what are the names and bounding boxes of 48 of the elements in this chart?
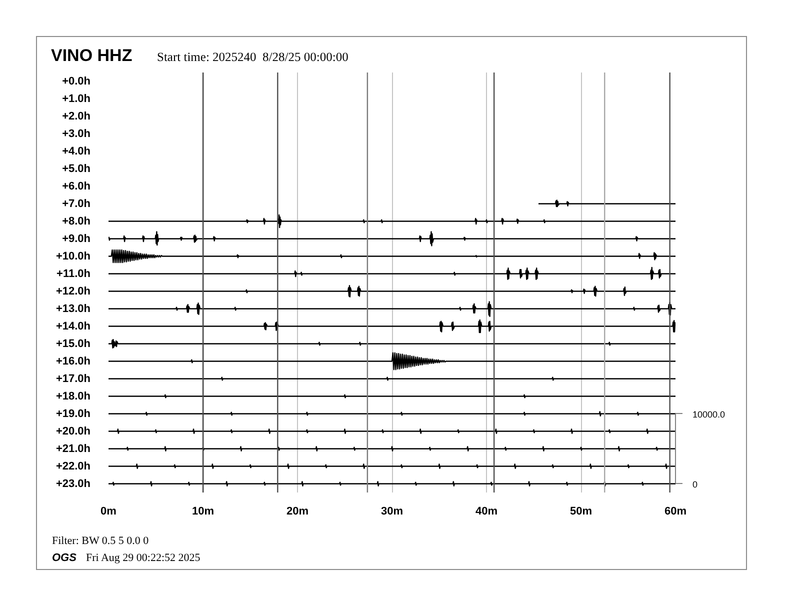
y-tick-label: +7.0h bbox=[62, 198, 91, 210]
y-tick-label: +13.0h bbox=[56, 302, 91, 315]
x-tick-label: 50m bbox=[570, 506, 592, 518]
y-tick-label: +11.0h bbox=[56, 268, 91, 280]
x-tick-label: 30m bbox=[380, 506, 404, 518]
y2-tick-label: 10000.0 bbox=[692, 409, 726, 420]
y-tick-label: +16.0h bbox=[56, 355, 91, 368]
line-series bbox=[538, 200, 676, 208]
y-tick-label: +10.0h bbox=[56, 250, 91, 262]
x-tick-label: 20m bbox=[286, 506, 309, 518]
line-series bbox=[108, 249, 676, 264]
y-tick-label: +19.0h bbox=[56, 408, 91, 420]
x-tick-label: 60m bbox=[664, 506, 687, 518]
y-tick-label: +20.0h bbox=[56, 425, 91, 438]
x-tick-label: 10m bbox=[192, 506, 214, 518]
line-series bbox=[108, 319, 676, 334]
y-tick-label: +0.0h bbox=[62, 75, 91, 88]
y2-tick-label: 0 bbox=[692, 479, 698, 490]
text: OGS bbox=[52, 551, 76, 565]
y-tick-label: +1.0h bbox=[62, 92, 91, 105]
y-tick-label: +2.0h bbox=[62, 110, 91, 122]
chart-title: VINO HHZ bbox=[51, 46, 132, 66]
y-tick-label: +18.0h bbox=[56, 390, 91, 402]
x-tick-label: 40m bbox=[475, 506, 498, 518]
y-tick-label: +5.0h bbox=[62, 162, 91, 175]
line-series bbox=[108, 231, 676, 246]
line-series bbox=[108, 301, 676, 318]
y-tick-label: +4.0h bbox=[62, 145, 91, 158]
line-series bbox=[108, 266, 676, 280]
y-tick-label: +17.0h bbox=[56, 372, 91, 385]
y-tick-label: +8.0h bbox=[62, 215, 91, 228]
y-tick-label: +6.0h bbox=[62, 180, 91, 192]
y-tick-label: +9.0h bbox=[62, 232, 91, 245]
y-tick-label: +22.0h bbox=[56, 460, 91, 472]
text: Fri Aug 29 00:22:52 2025 bbox=[86, 551, 200, 565]
y-tick-label: +3.0h bbox=[62, 128, 91, 140]
y-tick-label: +15.0h bbox=[56, 338, 91, 350]
y-tick-label: +23.0h bbox=[56, 478, 91, 490]
chart-subtitle: Start time: 2025240 8/28/25 00:00:00 bbox=[157, 49, 348, 65]
y-tick-label: +14.0h bbox=[56, 320, 91, 332]
x-tick-label: 0m bbox=[100, 506, 117, 518]
line-series bbox=[108, 214, 676, 228]
line-series bbox=[108, 285, 676, 298]
y-tick-label: +12.0h bbox=[56, 285, 91, 298]
line-series bbox=[108, 352, 676, 370]
line-series bbox=[108, 338, 676, 349]
y-tick-label: +21.0h bbox=[56, 442, 91, 455]
text: Filter: BW 0.5 5 0.0 0 bbox=[52, 534, 149, 548]
